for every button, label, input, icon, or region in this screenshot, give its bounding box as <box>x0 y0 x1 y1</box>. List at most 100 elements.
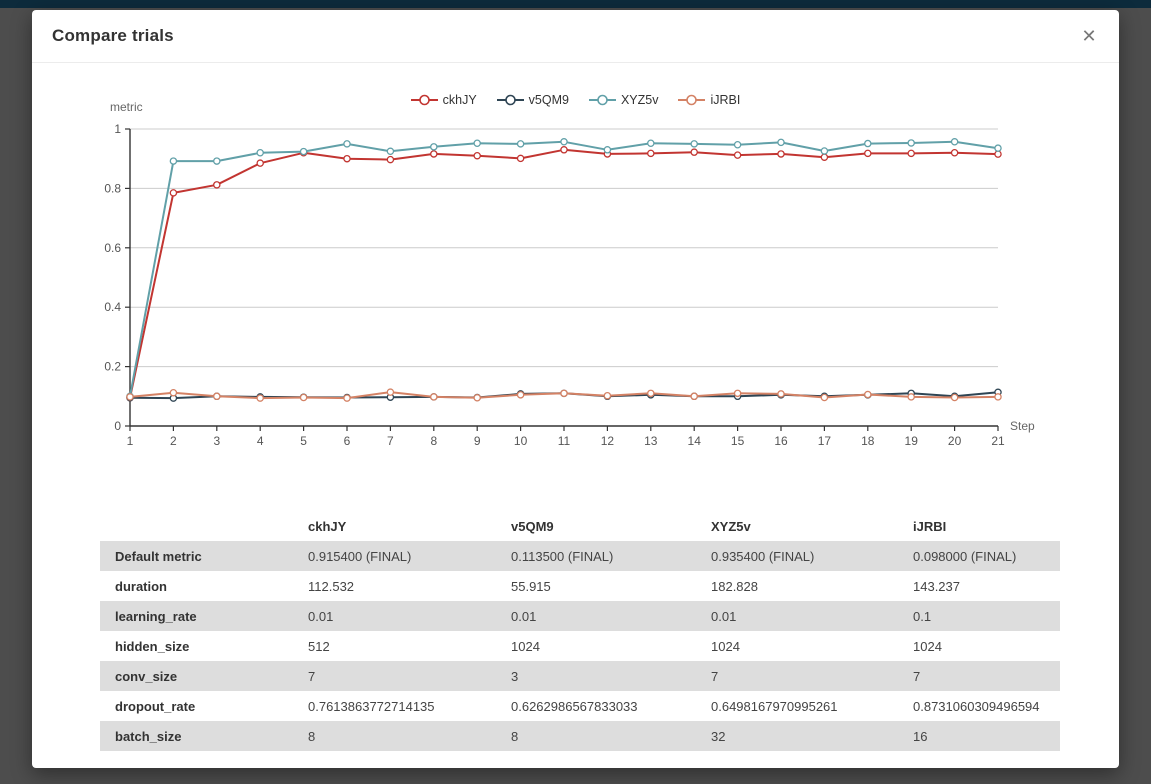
legend-item-XYZ5v[interactable]: XYZ5v <box>588 93 659 107</box>
y-tick-label: 0.8 <box>104 181 121 195</box>
x-tick-label: 10 <box>514 434 528 448</box>
data-point-ckhJY-step-19 <box>907 149 915 158</box>
x-tick-label: 11 <box>558 434 571 448</box>
data-point-iJRBI-step-13 <box>647 389 655 398</box>
column-header-XYZ5v: XYZ5v <box>711 518 751 534</box>
y-axis-name: metric <box>110 100 143 114</box>
cell-ckhJY: 8 <box>308 728 316 744</box>
data-point-iJRBI-step-12 <box>603 391 612 400</box>
x-tick-label: 17 <box>818 434 832 448</box>
x-tick-label: 7 <box>387 434 394 448</box>
data-point-iJRBI-step-3 <box>213 392 221 401</box>
modal-title: Compare trials <box>52 26 174 45</box>
x-tick-label: 4 <box>257 434 264 448</box>
x-tick-label: 6 <box>344 434 351 448</box>
cell-iJRBI: 0.1 <box>913 608 932 624</box>
table-corner-cell <box>100 511 308 541</box>
table-row-batch_size: batch_size 8 8 32 16 <box>100 721 1060 751</box>
cell-XYZ5v: 182.828 <box>711 578 758 594</box>
data-point-ckhJY-step-3 <box>213 181 221 189</box>
cell-iJRBI: 16 <box>913 728 928 744</box>
cell-v5QM9: 8 <box>511 728 519 744</box>
y-tick-label: 0 <box>114 419 121 433</box>
cell-v5QM9: 0.01 <box>511 608 537 624</box>
x-tick-label: 14 <box>688 434 702 448</box>
cell-v5QM9: 1024 <box>511 638 540 654</box>
data-point-ckhJY-step-13 <box>647 149 655 158</box>
data-point-XYZ5v-step-17 <box>820 147 829 155</box>
cell-ckhJY: 7 <box>308 668 316 684</box>
data-point-iJRBI-step-19 <box>907 393 915 401</box>
cell-v5QM9: 0.6262986567833033 <box>511 698 638 714</box>
cell-ckhJY: 0.915400 (FINAL) <box>308 548 412 564</box>
data-point-iJRBI-step-18 <box>864 390 872 399</box>
table-row-learning_rate: learning_rate 0.01 0.01 0.01 0.1 <box>100 601 1060 631</box>
row-label: conv_size <box>115 668 178 684</box>
legend-item-v5QM9[interactable]: v5QM9 <box>496 93 569 107</box>
legend-item-ckhJY[interactable]: ckhJY <box>410 93 477 107</box>
data-point-XYZ5v-step-10 <box>516 140 525 148</box>
data-point-ckhJY-step-7 <box>386 155 395 164</box>
legend-label: v5QM9 <box>528 93 569 107</box>
data-point-iJRBI-step-1 <box>126 393 134 401</box>
data-point-ckhJY-step-17 <box>820 153 829 161</box>
x-tick-label: 18 <box>861 434 875 448</box>
series-line-XYZ5v <box>129 140 999 397</box>
cell-XYZ5v: 7 <box>711 668 719 684</box>
x-tick-label: 13 <box>644 434 658 448</box>
data-point-iJRBI-step-8 <box>430 393 438 401</box>
table-row-conv_size: conv_size 7 3 7 7 <box>100 661 1060 691</box>
row-label: learning_rate <box>115 608 197 624</box>
table-row-default-metric: Default metric 0.915400 (FINAL) 0.113500 (… <box>100 541 1060 571</box>
x-tick-label: 16 <box>774 434 788 448</box>
y-tick-label: 0.6 <box>104 241 121 255</box>
x-tick-label: 19 <box>905 434 919 448</box>
cell-XYZ5v: 0.6498167970995261 <box>711 698 838 714</box>
row-label: duration <box>115 578 167 594</box>
legend-label: XYZ5v <box>620 93 659 107</box>
legend-label: iJRBI <box>710 93 741 107</box>
y-tick-label: 0.4 <box>104 300 121 314</box>
cell-ckhJY: 112.532 <box>308 578 355 594</box>
data-point-XYZ5v-step-6 <box>343 140 351 148</box>
x-tick-label: 1 <box>127 434 134 448</box>
column-header-v5QM9: v5QM9 <box>511 518 554 534</box>
series-line-ckhJY <box>129 148 999 399</box>
data-point-iJRBI-step-6 <box>343 394 351 402</box>
close-icon[interactable]: ✕ <box>1081 26 1097 46</box>
data-point-ckhJY-step-21 <box>994 150 1002 158</box>
cell-ckhJY: 512 <box>308 638 330 654</box>
data-point-XYZ5v-step-5 <box>299 147 308 156</box>
data-point-ckhJY-step-6 <box>343 154 351 163</box>
data-point-ckhJY-step-10 <box>516 154 525 163</box>
legend-item-iJRBI[interactable]: iJRBI <box>678 93 740 107</box>
data-point-XYZ5v-step-3 <box>213 157 221 165</box>
cell-XYZ5v: 32 <box>711 728 726 744</box>
cell-iJRBI: 0.098000 (FINAL) <box>913 548 1017 564</box>
table-header: ckhJY v5QM9 XYZ5v iJRBI <box>100 511 1060 541</box>
data-point-iJRBI-step-14 <box>690 392 698 401</box>
data-point-iJRBI-step-20 <box>950 393 959 402</box>
chart-legend: ckhJY v5QM9 XYZ5v iJRBI <box>32 93 1119 107</box>
data-point-ckhJY-step-14 <box>690 148 698 156</box>
cell-iJRBI: 1024 <box>913 638 942 654</box>
y-tick-label: 0.2 <box>104 360 121 374</box>
data-point-ckhJY-step-16 <box>777 150 785 158</box>
row-label: dropout_rate <box>115 698 196 714</box>
data-point-iJRBI-step-2 <box>169 388 178 397</box>
line-chart-canvas: 00.20.40.60.811 2 3 4 5 6 7 8 9 10 11 12 13 14 15 16 17 1… <box>104 100 1035 448</box>
data-point-XYZ5v-step-9 <box>473 139 481 148</box>
modal-header: Compare trials ✕ <box>32 10 1119 63</box>
x-tick-label: 2 <box>170 434 177 448</box>
cell-ckhJY: 0.7613863772714135 <box>308 698 435 714</box>
data-point-XYZ5v-step-21 <box>994 144 1002 152</box>
y-tick-label: 1 <box>114 122 121 136</box>
data-point-XYZ5v-step-15 <box>733 140 742 149</box>
column-header-iJRBI: iJRBI <box>913 518 947 534</box>
compare-trials-modal: Compare trials ✕ ckhJY v5QM9 XYZ5v iJRBI 0 0… <box>32 10 1119 768</box>
x-tick-label: 15 <box>731 434 745 448</box>
cell-v5QM9: 0.113500 (FINAL) <box>511 548 614 564</box>
data-point-XYZ5v-step-14 <box>690 140 698 148</box>
data-point-XYZ5v-step-7 <box>386 147 395 156</box>
